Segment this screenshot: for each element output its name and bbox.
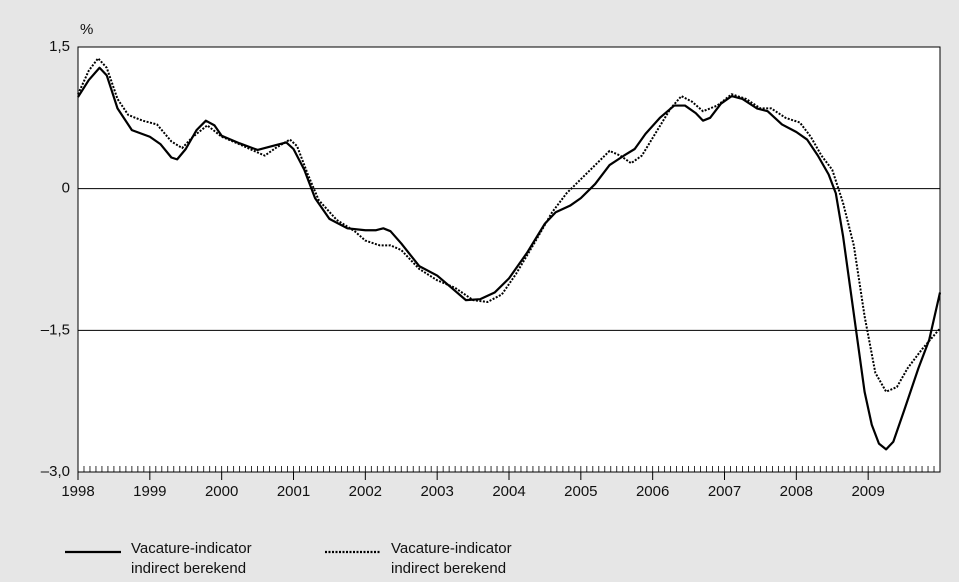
legend-swatch [325,550,381,554]
x-tick-label: 1998 [61,483,94,500]
data-line [77,66,942,451]
chart: % 1,5 0 –1,5 –3,0 1998 1999 2000 2001 2002 2003 20… [41,21,942,500]
y-tick-label: 1,5 [49,38,70,55]
x-tick-label: 2008 [780,483,813,500]
x-tick-label: 1999 [133,483,166,500]
x-tick-label: 2009 [851,483,884,500]
x-tick-label: 2006 [636,483,669,500]
y-tick-label: 0 [62,180,70,197]
x-tick-label: 2004 [492,483,525,500]
plot-area [77,46,941,473]
legend-label: Vacature-indicator indirect berekend [131,540,252,577]
legend-swatch [65,550,121,554]
x-tick-label: 2000 [205,483,238,500]
x-tick-label: 2005 [564,483,597,500]
y-tick-label: –3,0 [41,463,70,480]
legend-label: Vacature-indicator indirect berekend [391,540,512,577]
x-tick-label: 2003 [420,483,453,500]
legend-item: Vacature-indicator indirect berekend [325,539,551,579]
y-tick-label: –1,5 [41,321,70,338]
y-unit-label: % [80,21,93,38]
legend-item: Vacature-indicator indirect berekend [65,539,291,579]
data-line [77,57,941,393]
x-tick-label: 2002 [349,483,382,500]
x-tick-label: 2007 [708,483,741,500]
x-tick-label: 2001 [277,483,310,500]
